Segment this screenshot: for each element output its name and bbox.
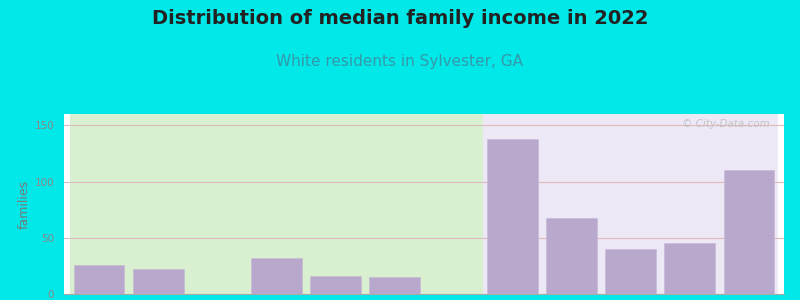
- Bar: [606, 249, 656, 294]
- Bar: [483, 114, 778, 294]
- Text: Distribution of median family income in 2022: Distribution of median family income in …: [152, 9, 648, 28]
- Bar: [723, 170, 774, 294]
- Bar: [546, 218, 597, 294]
- Y-axis label: families: families: [18, 179, 30, 229]
- Bar: [70, 114, 483, 294]
- Bar: [370, 277, 419, 294]
- Bar: [310, 276, 361, 294]
- Text: White residents in Sylvester, GA: White residents in Sylvester, GA: [277, 54, 523, 69]
- Bar: [665, 243, 714, 294]
- Bar: [74, 265, 125, 294]
- Text: © City-Data.com: © City-Data.com: [682, 119, 770, 129]
- Bar: [487, 139, 538, 294]
- Bar: [134, 269, 183, 294]
- Bar: [251, 258, 302, 294]
